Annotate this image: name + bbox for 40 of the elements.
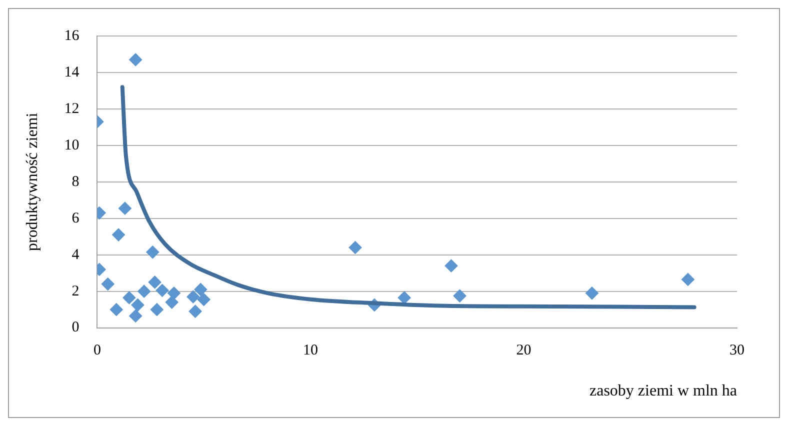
y-tick-label: 12	[64, 100, 80, 117]
y-tick-label: 16	[64, 28, 80, 44]
point	[148, 276, 162, 289]
point	[131, 298, 144, 312]
point	[129, 53, 142, 66]
y-tick-label: 14	[64, 64, 80, 80]
y-axis-title: produktywność ziemi	[24, 112, 41, 251]
y-tick-label: 4	[72, 246, 80, 263]
point	[197, 293, 210, 306]
x-tick-label: 20	[516, 342, 532, 359]
y-tick-label: 8	[72, 174, 80, 190]
point	[186, 290, 200, 304]
point	[118, 202, 132, 215]
point	[122, 291, 136, 304]
point	[348, 241, 362, 254]
x-tick-label: 30	[730, 342, 744, 359]
point	[398, 291, 411, 304]
point	[453, 289, 466, 302]
point	[129, 309, 142, 322]
point	[167, 286, 180, 300]
y-tick-label: 10	[64, 137, 80, 154]
y-tick-label: 6	[72, 210, 80, 226]
x-tick-label: 0	[93, 342, 101, 359]
point	[194, 283, 208, 296]
point	[146, 246, 160, 259]
point	[444, 259, 458, 272]
x-tick-label: 10	[302, 342, 318, 359]
y-tick-label: 0	[72, 320, 80, 336]
point	[110, 303, 123, 316]
point	[585, 286, 598, 300]
y-tick-label: 2	[72, 283, 80, 300]
point	[112, 228, 126, 242]
point	[188, 304, 202, 318]
x-axis-title: zasoby ziemi w mln ha	[589, 382, 737, 400]
point	[681, 272, 694, 286]
point	[138, 284, 151, 298]
point	[150, 303, 164, 316]
point	[101, 278, 114, 291]
point	[165, 296, 178, 309]
point	[156, 284, 169, 297]
